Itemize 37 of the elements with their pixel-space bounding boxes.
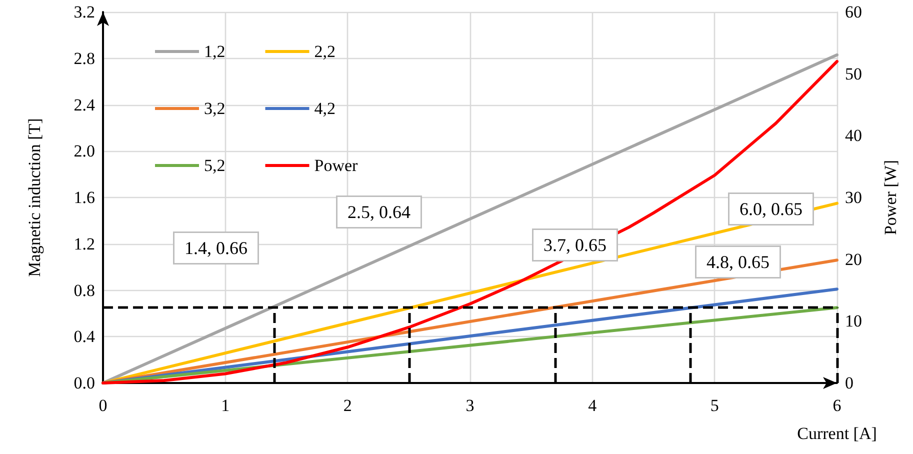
y-tick-label: 2.0	[74, 142, 95, 161]
x-tick-label: 1	[221, 396, 230, 415]
y-tick-label: 2.8	[74, 48, 95, 68]
y2-tick-label: 40	[845, 126, 862, 146]
legend-label: 5,2	[204, 156, 226, 175]
y-tick-label: 0.0	[74, 374, 95, 392]
legend-label: 4,2	[314, 99, 336, 118]
x-tick-label: 5	[710, 396, 719, 415]
y2-tick-label: 30	[845, 188, 862, 207]
x-tick-label: 4	[588, 396, 598, 415]
x-tick-label: 6	[832, 396, 842, 415]
y2-tick-label: 60	[845, 2, 862, 22]
annotation: 4.8, 0.65	[706, 252, 770, 272]
y-tick-label: 1.6	[74, 188, 95, 207]
y2-tick-label: 0	[845, 374, 854, 392]
y2-tick-label: 10	[845, 312, 862, 331]
y-axis-title: Magnetic induction [T]	[25, 118, 44, 277]
x-axis-title: Current [A]	[797, 424, 877, 443]
y2-axis-title: Power [W]	[881, 160, 900, 236]
y2-tick-label: 50	[845, 64, 862, 84]
legend-label: 2,2	[314, 42, 336, 61]
annotation: 1.4, 0.66	[184, 238, 248, 258]
y-tick-label: 0.4	[74, 327, 96, 346]
annotation: 6.0, 0.65	[740, 199, 802, 219]
y-tick-label: 2.4	[74, 95, 96, 114]
legend-label: 1,2	[204, 42, 226, 61]
y-tick-label: 0.8	[74, 280, 95, 300]
y2-tick-label: 20	[845, 250, 862, 269]
annotation: 3.7, 0.65	[544, 235, 606, 255]
legend-label: 3,2	[204, 99, 226, 118]
legend-label: Power	[314, 156, 358, 175]
y-tick-label: 1.2	[74, 234, 95, 254]
x-tick-label: 2	[343, 396, 352, 415]
x-tick-label: 0	[98, 396, 108, 415]
annotation: 2.5, 0.64	[348, 202, 410, 222]
x-tick-label: 3	[466, 396, 474, 415]
y-tick-label: 3.2	[74, 2, 95, 22]
